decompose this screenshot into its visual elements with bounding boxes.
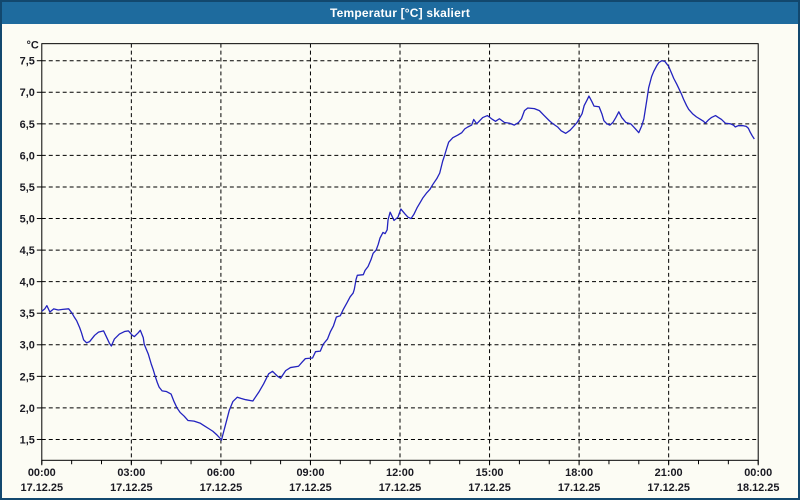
x-tick-time-label: 12:00 xyxy=(386,467,414,479)
y-tick-label: 6,5 xyxy=(20,119,35,131)
x-tick-time-label: 18:00 xyxy=(565,467,593,479)
x-tick-date-label: 17.12.25 xyxy=(647,482,690,494)
x-tick-date-label: 17.12.25 xyxy=(379,482,422,494)
y-tick-label: 4,0 xyxy=(20,277,35,289)
chart-title: Temperatur [°C] skaliert xyxy=(329,6,471,20)
title-bar: Temperatur [°C] skaliert xyxy=(2,2,798,24)
y-axis-unit-label: °C xyxy=(27,40,39,52)
y-tick-label: 3,0 xyxy=(20,340,35,352)
temperature-line xyxy=(41,60,755,441)
x-tick-date-label: 17.12.25 xyxy=(110,482,153,494)
y-tick-label: 6,0 xyxy=(20,150,35,162)
y-tick-label: 2,0 xyxy=(20,403,35,415)
y-tick-label: 1,5 xyxy=(20,434,35,446)
x-tick-time-label: 09:00 xyxy=(296,467,324,479)
x-tick-date-label: 17.12.25 xyxy=(468,482,511,494)
y-tick-label: 4,5 xyxy=(20,245,35,257)
x-tick-time-label: 00:00 xyxy=(28,467,56,479)
x-tick-time-label: 00:00 xyxy=(744,467,772,479)
y-tick-label: 5,0 xyxy=(20,214,35,226)
x-tick-date-label: 17.12.25 xyxy=(200,482,243,494)
x-tick-time-label: 06:00 xyxy=(207,467,235,479)
x-tick-date-label: 17.12.25 xyxy=(289,482,332,494)
plot-frame xyxy=(41,43,759,461)
y-tick-label: 2,5 xyxy=(20,371,35,383)
x-tick-date-label: 18.12.25 xyxy=(737,482,780,494)
y-tick-label: 7,5 xyxy=(20,56,35,68)
x-tick-time-label: 21:00 xyxy=(655,467,683,479)
x-tick-date-label: 17.12.25 xyxy=(558,482,601,494)
x-tick-date-label: 17.12.25 xyxy=(21,482,64,494)
y-tick-label: 5,5 xyxy=(20,182,35,194)
y-tick-label: 3,5 xyxy=(20,308,35,320)
x-tick-time-label: 15:00 xyxy=(476,467,504,479)
y-tick-label: 7,0 xyxy=(20,87,35,99)
x-tick-time-label: 03:00 xyxy=(117,467,145,479)
